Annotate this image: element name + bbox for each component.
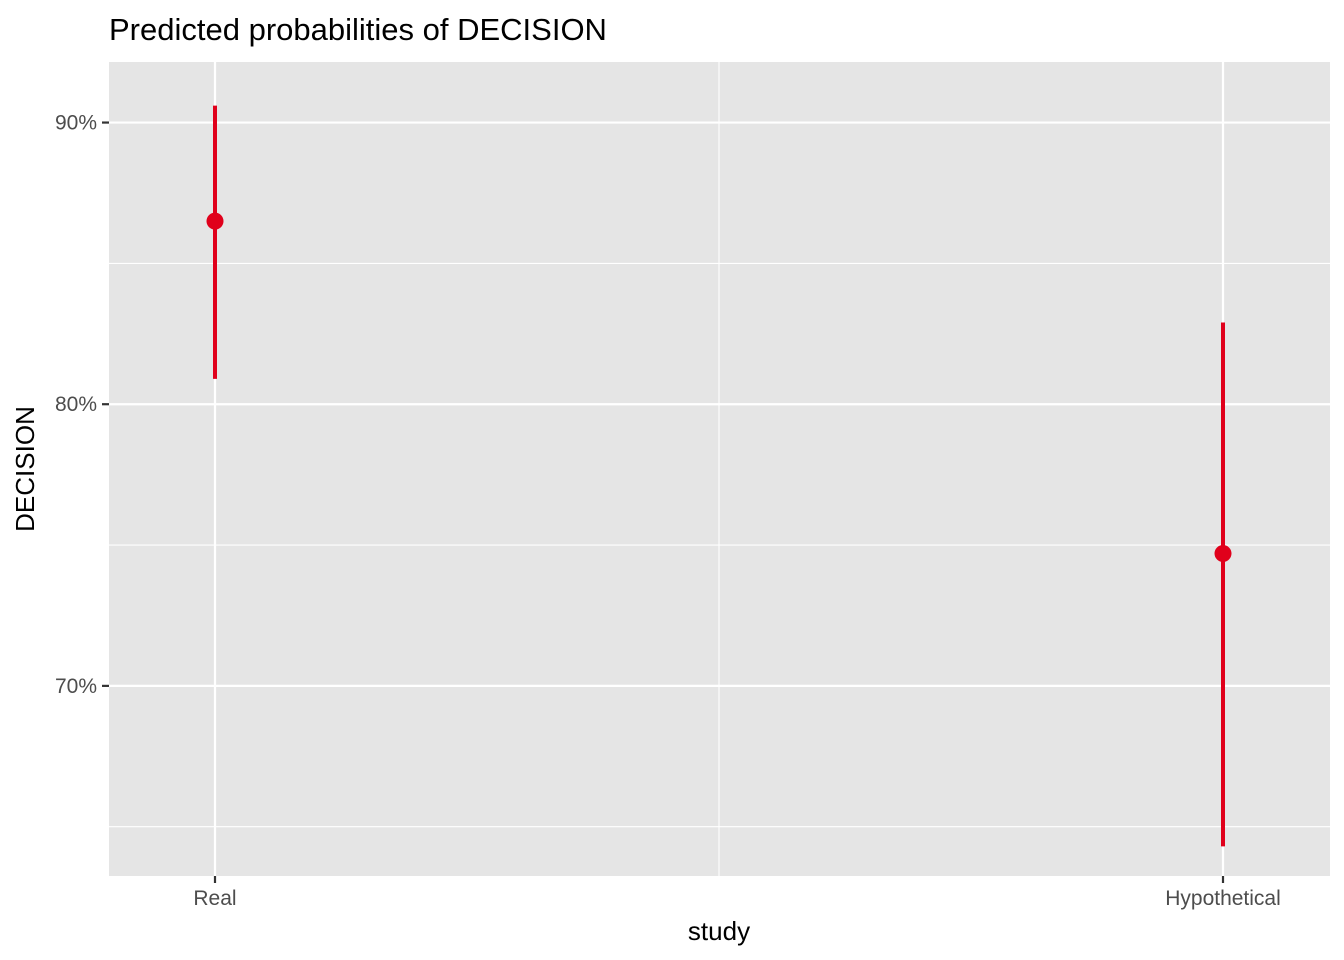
- x-axis: Real Hypothetical: [193, 876, 1281, 910]
- grid-minor: [109, 62, 1330, 876]
- chart-title: Predicted probabilities of DECISION: [109, 12, 607, 47]
- y-tick-label: 70%: [55, 675, 97, 698]
- data-point: [1214, 544, 1232, 562]
- x-tick-label: Real: [193, 887, 236, 910]
- y-axis: 70% 80% 90%: [55, 112, 109, 698]
- y-tick-label: 90%: [55, 112, 97, 135]
- y-axis-title: DECISION: [10, 406, 40, 532]
- y-tick-label: 80%: [55, 393, 97, 416]
- data-marks: [206, 105, 1232, 847]
- x-axis-title: study: [688, 916, 750, 946]
- data-point: [206, 212, 224, 230]
- x-tick-label: Hypothetical: [1165, 887, 1281, 910]
